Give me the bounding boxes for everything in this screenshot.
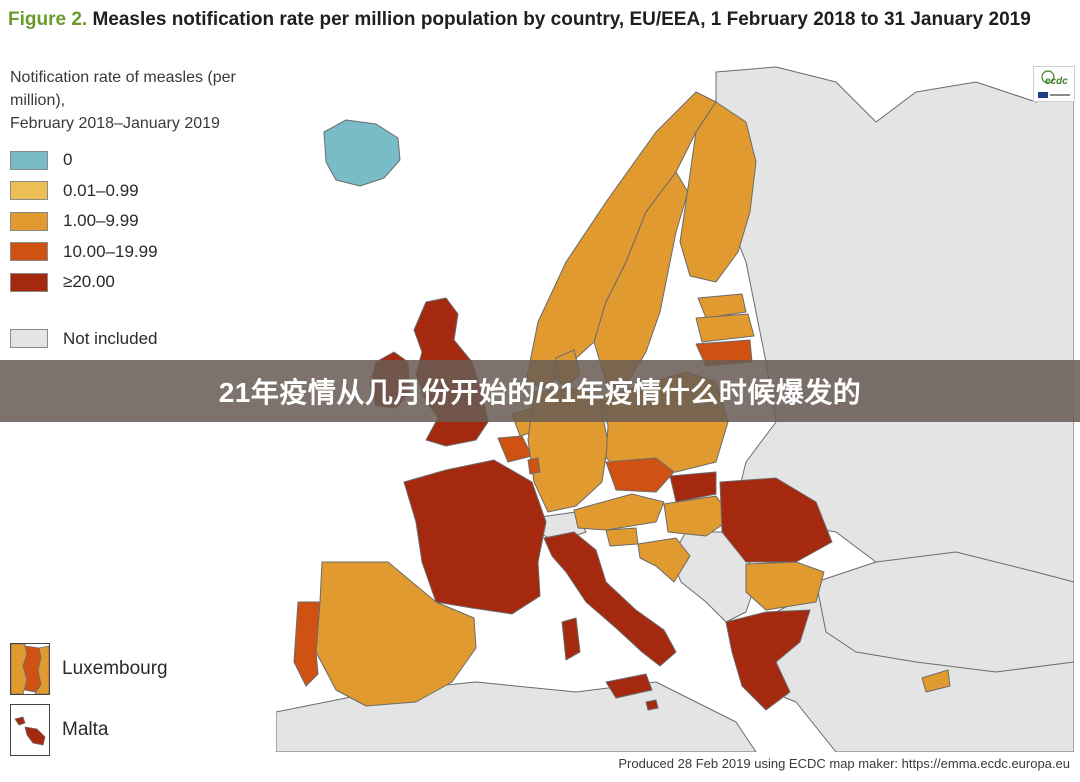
legend-label: ≥20.00 xyxy=(63,272,115,292)
country-croatia xyxy=(637,537,691,583)
country-latvia xyxy=(695,313,755,343)
country-luxembourg xyxy=(527,457,541,475)
legend-swatch xyxy=(10,211,48,231)
country-belgium xyxy=(497,435,533,463)
country-austria xyxy=(573,493,665,531)
europe-map xyxy=(276,62,1074,752)
legend-label: 10.00–19.99 xyxy=(63,241,158,261)
country-cyprus xyxy=(921,669,951,693)
country-romania xyxy=(719,477,833,563)
legend-swatch xyxy=(10,272,48,292)
country-greece xyxy=(725,609,811,711)
legend-swatch xyxy=(10,329,48,349)
inset-luxembourg: Luxembourg xyxy=(10,643,168,695)
country-italy-sicily xyxy=(605,673,653,699)
region-not-included-turkey xyxy=(815,551,1074,673)
country-finland xyxy=(679,101,757,283)
country-bulgaria xyxy=(745,561,825,611)
overlay-banner-text: 21年疫情从几月份开始的/21年疫情什么时候爆发的 xyxy=(218,377,862,408)
legend-item-3: 10.00–19.99 xyxy=(10,237,270,268)
country-czechia xyxy=(605,457,675,493)
legend-item-0: 0 xyxy=(10,145,270,176)
legend-label: 0.01–0.99 xyxy=(63,180,139,200)
inset-malta: Malta xyxy=(10,704,108,756)
country-portugal xyxy=(293,601,321,687)
map-credit: Produced 28 Feb 2019 using ECDC map make… xyxy=(618,756,1070,771)
legend-swatch xyxy=(10,242,48,262)
legend-label: 1.00–9.99 xyxy=(63,211,139,231)
legend-label: Not included xyxy=(63,328,158,348)
figure-title: Figure 2. Measles notification rate per … xyxy=(8,6,1058,33)
country-norway xyxy=(525,91,717,389)
legend-title-line2: February 2018–January 2019 xyxy=(10,115,220,132)
legend-item-1: 0.01–0.99 xyxy=(10,176,270,207)
figure-label: Figure 2. xyxy=(8,9,88,30)
overlay-banner: 21年疫情从几月份开始的/21年疫情什么时候爆发的 xyxy=(0,360,1080,422)
legend-swatch xyxy=(10,150,48,170)
country-france xyxy=(403,459,547,615)
country-hungary xyxy=(663,495,733,537)
inset-luxembourg-label: Luxembourg xyxy=(62,658,168,679)
legend-item-5: Not included xyxy=(10,324,270,355)
figure-title-text: Measles notification rate per million po… xyxy=(92,9,1031,30)
map-legend: Notification rate of measles (per millio… xyxy=(10,66,270,354)
country-slovakia xyxy=(669,471,717,503)
country-italy xyxy=(543,531,677,667)
country-iceland xyxy=(323,119,401,187)
inset-malta-label: Malta xyxy=(62,719,109,740)
legend-title-line1: Notification rate of measles (per millio… xyxy=(10,69,236,109)
legend-item-4: ≥20.00 xyxy=(10,267,270,298)
legend-title: Notification rate of measles (per millio… xyxy=(10,66,270,135)
legend-item-2: 1.00–9.99 xyxy=(10,206,270,237)
country-estonia xyxy=(697,293,747,319)
inset-malta-map xyxy=(10,704,50,756)
country-slovenia xyxy=(605,527,639,547)
legend-swatch xyxy=(10,181,48,201)
legend-label: 0 xyxy=(63,150,73,170)
country-malta xyxy=(645,699,659,711)
country-italy-sardinia xyxy=(561,617,581,661)
inset-luxembourg-map xyxy=(10,643,50,695)
ecdc-logo-text: ecdc xyxy=(1045,76,1068,87)
ecdc-logo: ecdc xyxy=(1033,66,1075,102)
